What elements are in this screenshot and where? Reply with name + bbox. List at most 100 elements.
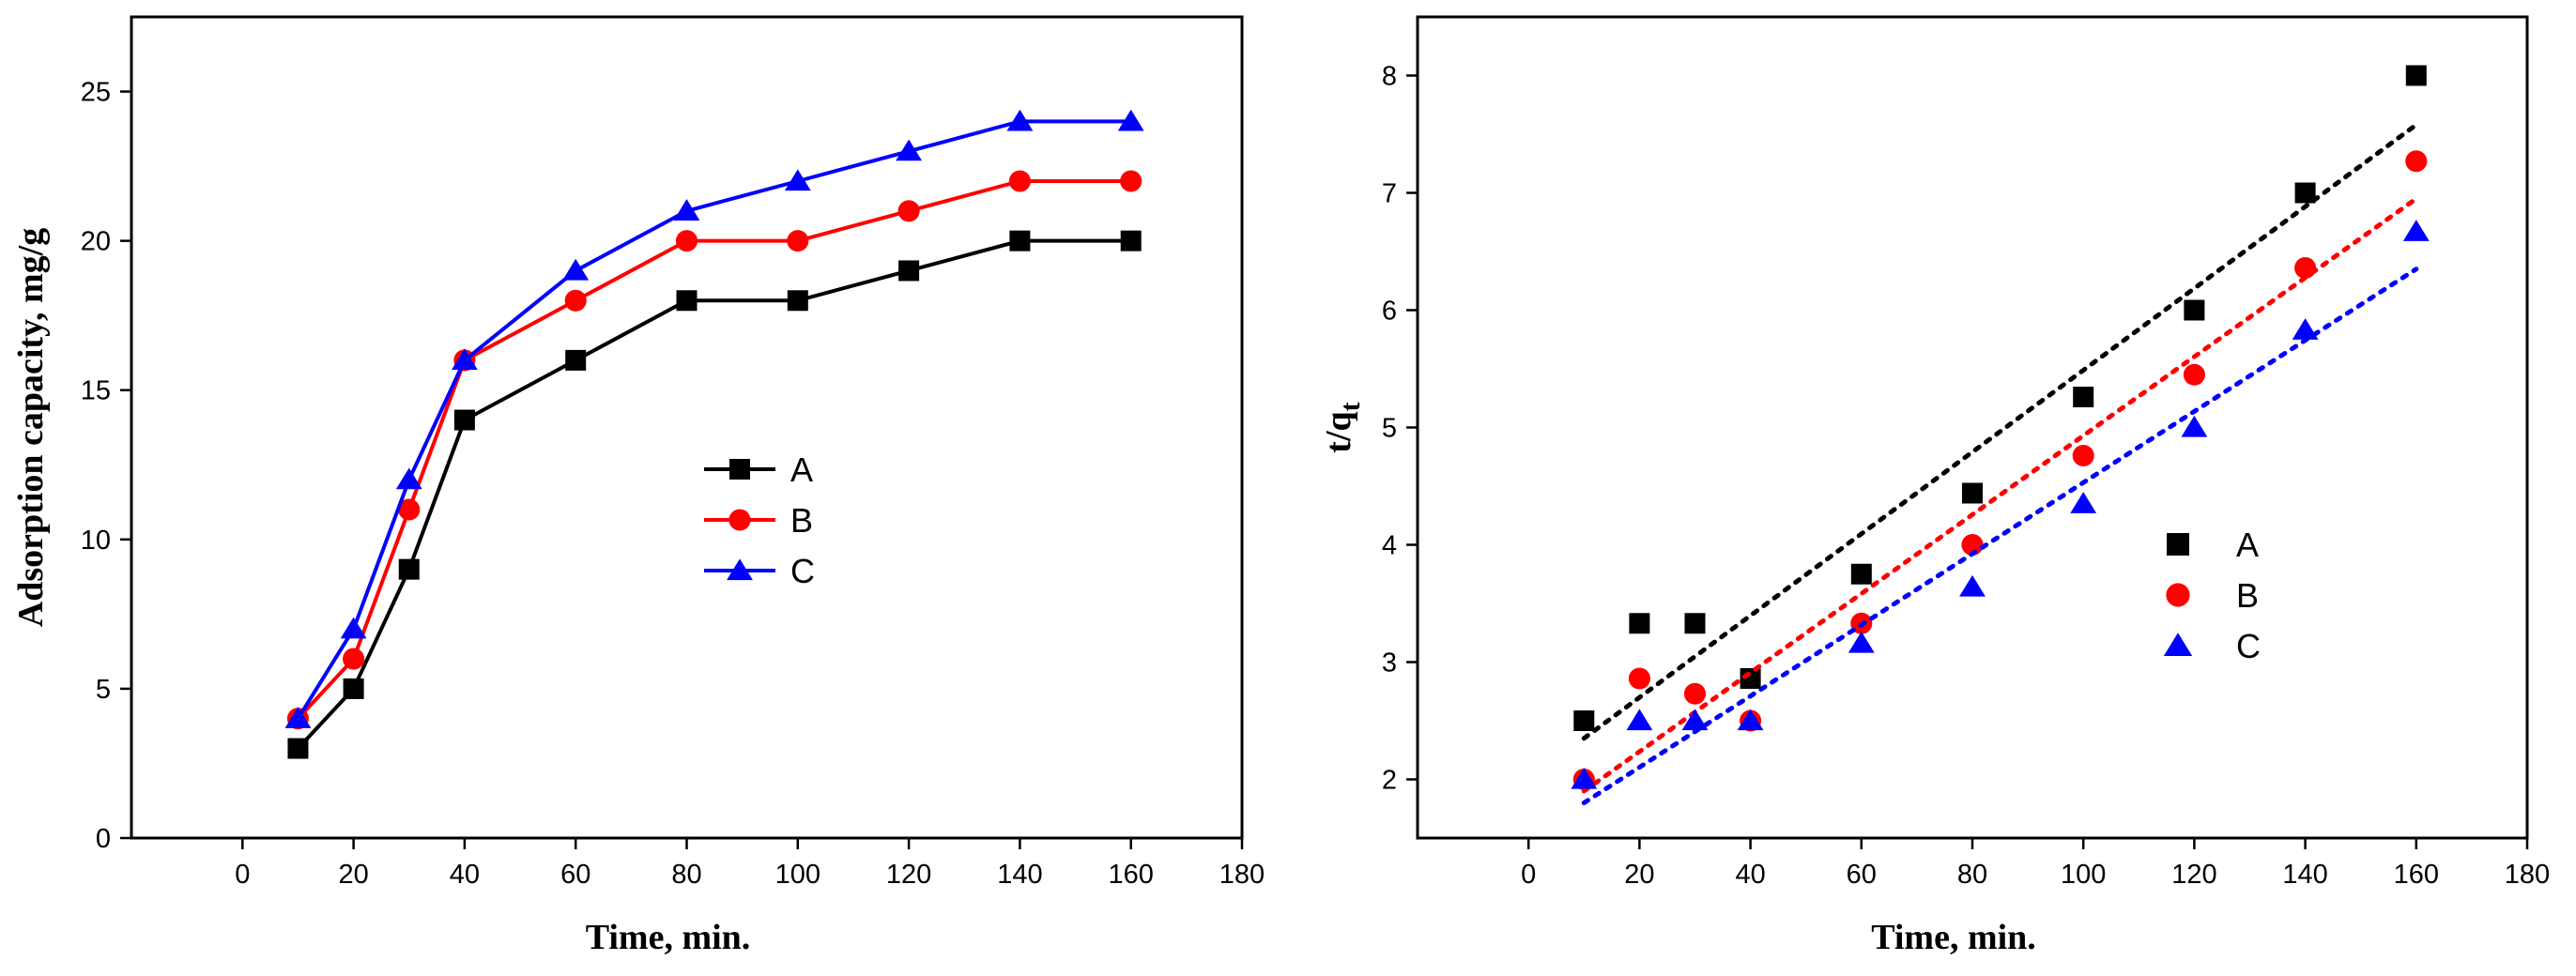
data-point xyxy=(395,467,422,490)
x-tick-label: 60 xyxy=(560,860,590,890)
legend-label: B xyxy=(790,501,813,540)
y-tick-label: 5 xyxy=(1382,414,1397,444)
x-axis-title: Time, min. xyxy=(1871,918,2036,957)
data-point xyxy=(287,738,309,759)
data-point xyxy=(1684,613,1706,634)
data-point xyxy=(1962,482,1983,504)
data-point xyxy=(2072,444,2094,467)
data-point xyxy=(673,199,700,221)
x-tick-label: 180 xyxy=(2505,860,2550,890)
data-point xyxy=(2294,256,2317,280)
legend-marker xyxy=(2163,633,2193,657)
data-point xyxy=(2405,65,2427,86)
data-point xyxy=(1006,109,1034,131)
x-axis-title: Time, min. xyxy=(586,918,751,957)
data-point xyxy=(2070,492,2097,513)
y-axis-title: Adsorption capacity, mg/g xyxy=(11,228,51,627)
data-point xyxy=(2294,182,2316,204)
data-point xyxy=(1737,709,1764,731)
data-point xyxy=(787,230,809,252)
x-tick-label: 40 xyxy=(450,860,480,890)
data-point xyxy=(1959,574,1986,597)
data-point xyxy=(340,617,367,639)
data-point xyxy=(2073,387,2094,407)
series-B xyxy=(286,170,1142,730)
data-point xyxy=(2181,415,2208,437)
x-tick-label: 160 xyxy=(2394,860,2439,890)
data-point xyxy=(784,169,811,191)
data-point xyxy=(1009,230,1031,252)
data-point xyxy=(675,230,698,252)
data-point xyxy=(2184,299,2205,321)
legend-entry-B: B xyxy=(704,501,813,540)
x-tick-label: 20 xyxy=(338,860,368,890)
x-tick-label: 40 xyxy=(1735,860,1765,890)
x-tick-label: 140 xyxy=(2282,860,2327,890)
data-point xyxy=(1626,709,1653,731)
data-point xyxy=(787,290,808,312)
legend-entry-C: C xyxy=(2163,627,2261,665)
series-B xyxy=(1572,150,2428,794)
series-line xyxy=(296,119,1131,720)
fit-line xyxy=(1581,267,2419,805)
data-point xyxy=(1683,682,1707,705)
chart-panel-2: 0 20 40 60 80 100 120 140 160 180 2 3 4 5 6 7 8 Time, min… xyxy=(1319,15,2550,957)
y-tick-label: 3 xyxy=(1382,648,1397,679)
y-axis-title: t/qt xyxy=(1319,402,1366,452)
data-point xyxy=(1008,170,1031,192)
y-tick-label: 4 xyxy=(1382,531,1397,561)
x-tick-label: 140 xyxy=(997,860,1042,890)
y-tick-label: 7 xyxy=(1382,179,1397,209)
data-point xyxy=(897,200,920,222)
data-point xyxy=(1740,668,1761,689)
x-tick-label: 120 xyxy=(886,860,931,890)
x-tick-label: 0 xyxy=(235,860,250,890)
y-tick-label: 0 xyxy=(96,824,111,854)
series-line xyxy=(296,238,1131,750)
y-tick-label: 6 xyxy=(1382,297,1397,327)
series-line xyxy=(296,179,1131,721)
legend-entry-C: C xyxy=(704,552,815,590)
series-C xyxy=(1571,220,2430,805)
legend-entry-A: A xyxy=(704,450,813,489)
data-point xyxy=(1628,667,1650,690)
data-point xyxy=(564,289,587,312)
data-point xyxy=(1681,709,1709,731)
data-point xyxy=(2402,220,2430,241)
data-point xyxy=(451,348,478,371)
legend-entry-A: A xyxy=(2167,526,2259,564)
data-point xyxy=(676,290,698,312)
data-point xyxy=(343,648,365,670)
data-point xyxy=(2405,150,2428,173)
data-point xyxy=(284,707,312,728)
legend-label: A xyxy=(2236,526,2259,564)
chart-panel-1: 0 20 40 60 80 100 120 140 160 180 0 5 10 15 20 25 Time, … xyxy=(11,15,1265,957)
data-point xyxy=(398,498,421,521)
data-point xyxy=(343,678,364,699)
legend-entry-B: B xyxy=(2166,576,2259,615)
x-tick-label: 180 xyxy=(1219,860,1265,890)
y-tick-label: 10 xyxy=(81,526,111,556)
legend-label: C xyxy=(2236,627,2261,665)
fit-line xyxy=(1581,122,2419,741)
y-tick-label: 8 xyxy=(1382,62,1397,92)
y-tick-label: 25 xyxy=(81,78,111,108)
data-point xyxy=(898,260,920,282)
data-point xyxy=(1629,613,1650,634)
data-point xyxy=(1117,109,1144,131)
data-point xyxy=(1120,170,1142,192)
legend-marker xyxy=(727,558,753,581)
y-tick-label: 2 xyxy=(1382,766,1397,796)
legend-marker xyxy=(2167,533,2189,556)
series-C xyxy=(284,109,1144,728)
x-tick-label: 120 xyxy=(2171,860,2216,890)
data-point xyxy=(1571,767,1598,789)
y-tick-label: 15 xyxy=(81,376,111,406)
data-point xyxy=(896,139,923,161)
x-tick-label: 0 xyxy=(1521,860,1536,890)
legend-label: A xyxy=(790,450,813,489)
x-tick-label: 100 xyxy=(2061,860,2106,890)
data-point xyxy=(398,558,420,580)
data-point xyxy=(2292,318,2319,340)
